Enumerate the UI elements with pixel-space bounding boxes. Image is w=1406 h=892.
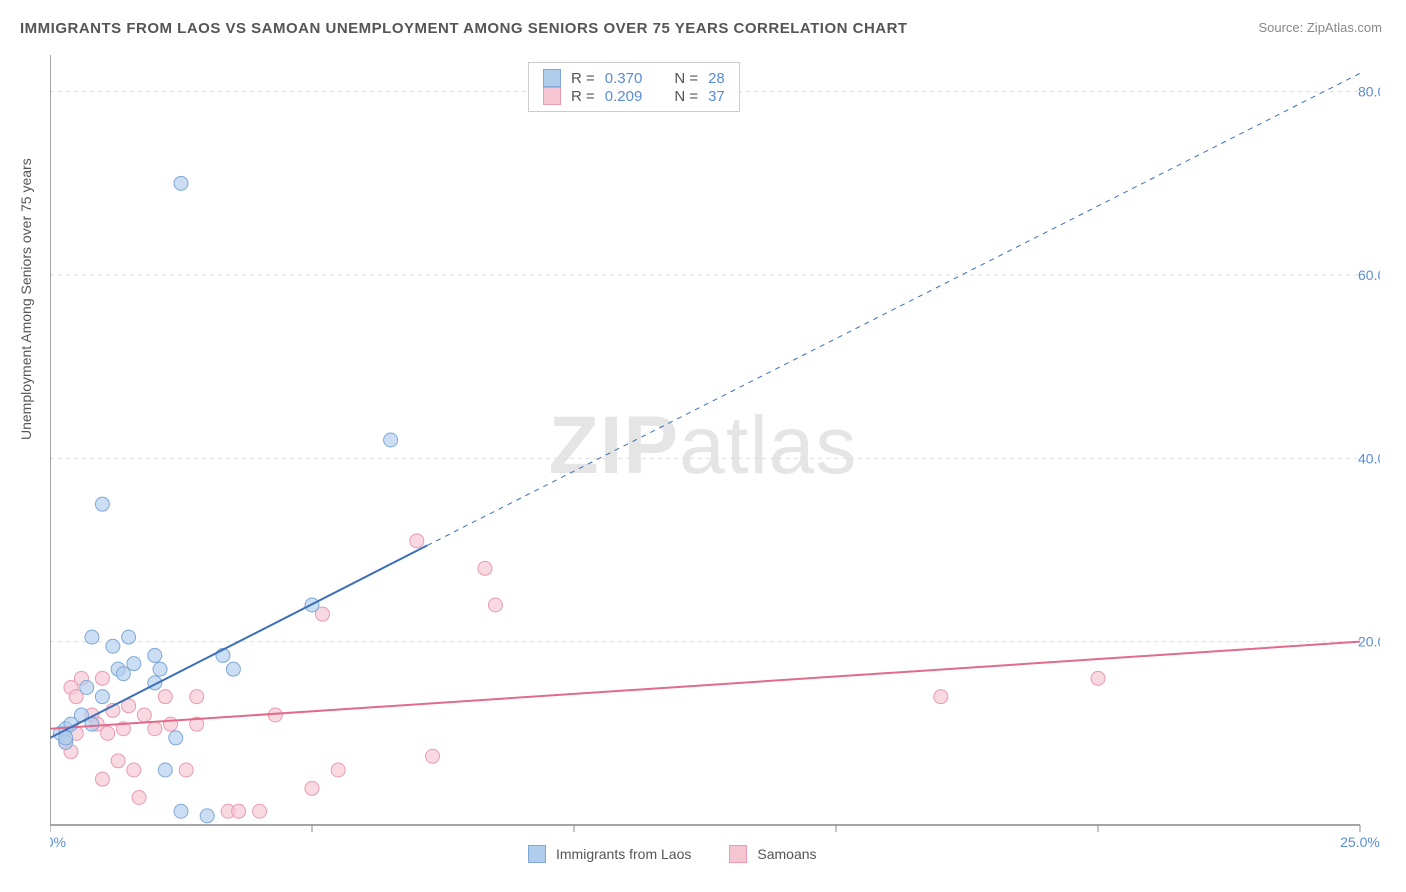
gridlines (50, 92, 1360, 642)
y-axis-label: Unemployment Among Seniors over 75 years (18, 158, 34, 440)
legend-label-a: Immigrants from Laos (556, 846, 691, 862)
trend-lines (50, 73, 1360, 738)
svg-text:25.0%: 25.0% (1340, 834, 1380, 850)
scatter-chart: 20.0% 40.0% 60.0% 80.0% 0.0% 25.0% (50, 55, 1380, 850)
legend-swatch-a (543, 69, 561, 87)
legend-n-value-a: 28 (708, 70, 725, 87)
legend-swatch-a2 (528, 845, 546, 863)
legend-r-label-a: R = (571, 70, 595, 87)
series-b-points (59, 534, 1105, 818)
svg-text:0.0%: 0.0% (50, 834, 66, 850)
legend-row-b: R = 0.209 N = 37 (543, 87, 725, 105)
legend-swatch-b (543, 87, 561, 105)
legend-n-label-a: N = (674, 70, 698, 87)
legend-row-a: R = 0.370 N = 28 (543, 69, 725, 87)
svg-text:60.0%: 60.0% (1358, 267, 1380, 283)
svg-text:80.0%: 80.0% (1358, 84, 1380, 100)
source-label: Source: ZipAtlas.com (1258, 20, 1382, 35)
legend-r-label-b: R = (571, 88, 595, 105)
svg-text:40.0%: 40.0% (1358, 450, 1380, 466)
source-prefix: Source: (1258, 20, 1306, 35)
source-link[interactable]: ZipAtlas.com (1307, 20, 1382, 35)
chart-title: IMMIGRANTS FROM LAOS VS SAMOAN UNEMPLOYM… (20, 20, 908, 37)
legend-n-label-b: N = (674, 88, 698, 105)
legend-correlation: R = 0.370 N = 28 R = 0.209 N = 37 (528, 62, 740, 112)
legend-n-value-b: 37 (708, 88, 725, 105)
legend-label-b: Samoans (757, 846, 816, 862)
legend-r-value-a: 0.370 (605, 70, 643, 87)
x-tick-marks (50, 825, 1360, 832)
legend-swatch-b2 (729, 845, 747, 863)
legend-r-value-b: 0.209 (605, 88, 643, 105)
svg-text:20.0%: 20.0% (1358, 634, 1380, 650)
y-tick-labels: 20.0% 40.0% 60.0% 80.0% (1358, 84, 1380, 650)
legend-series: Immigrants from Laos Samoans (528, 845, 817, 863)
